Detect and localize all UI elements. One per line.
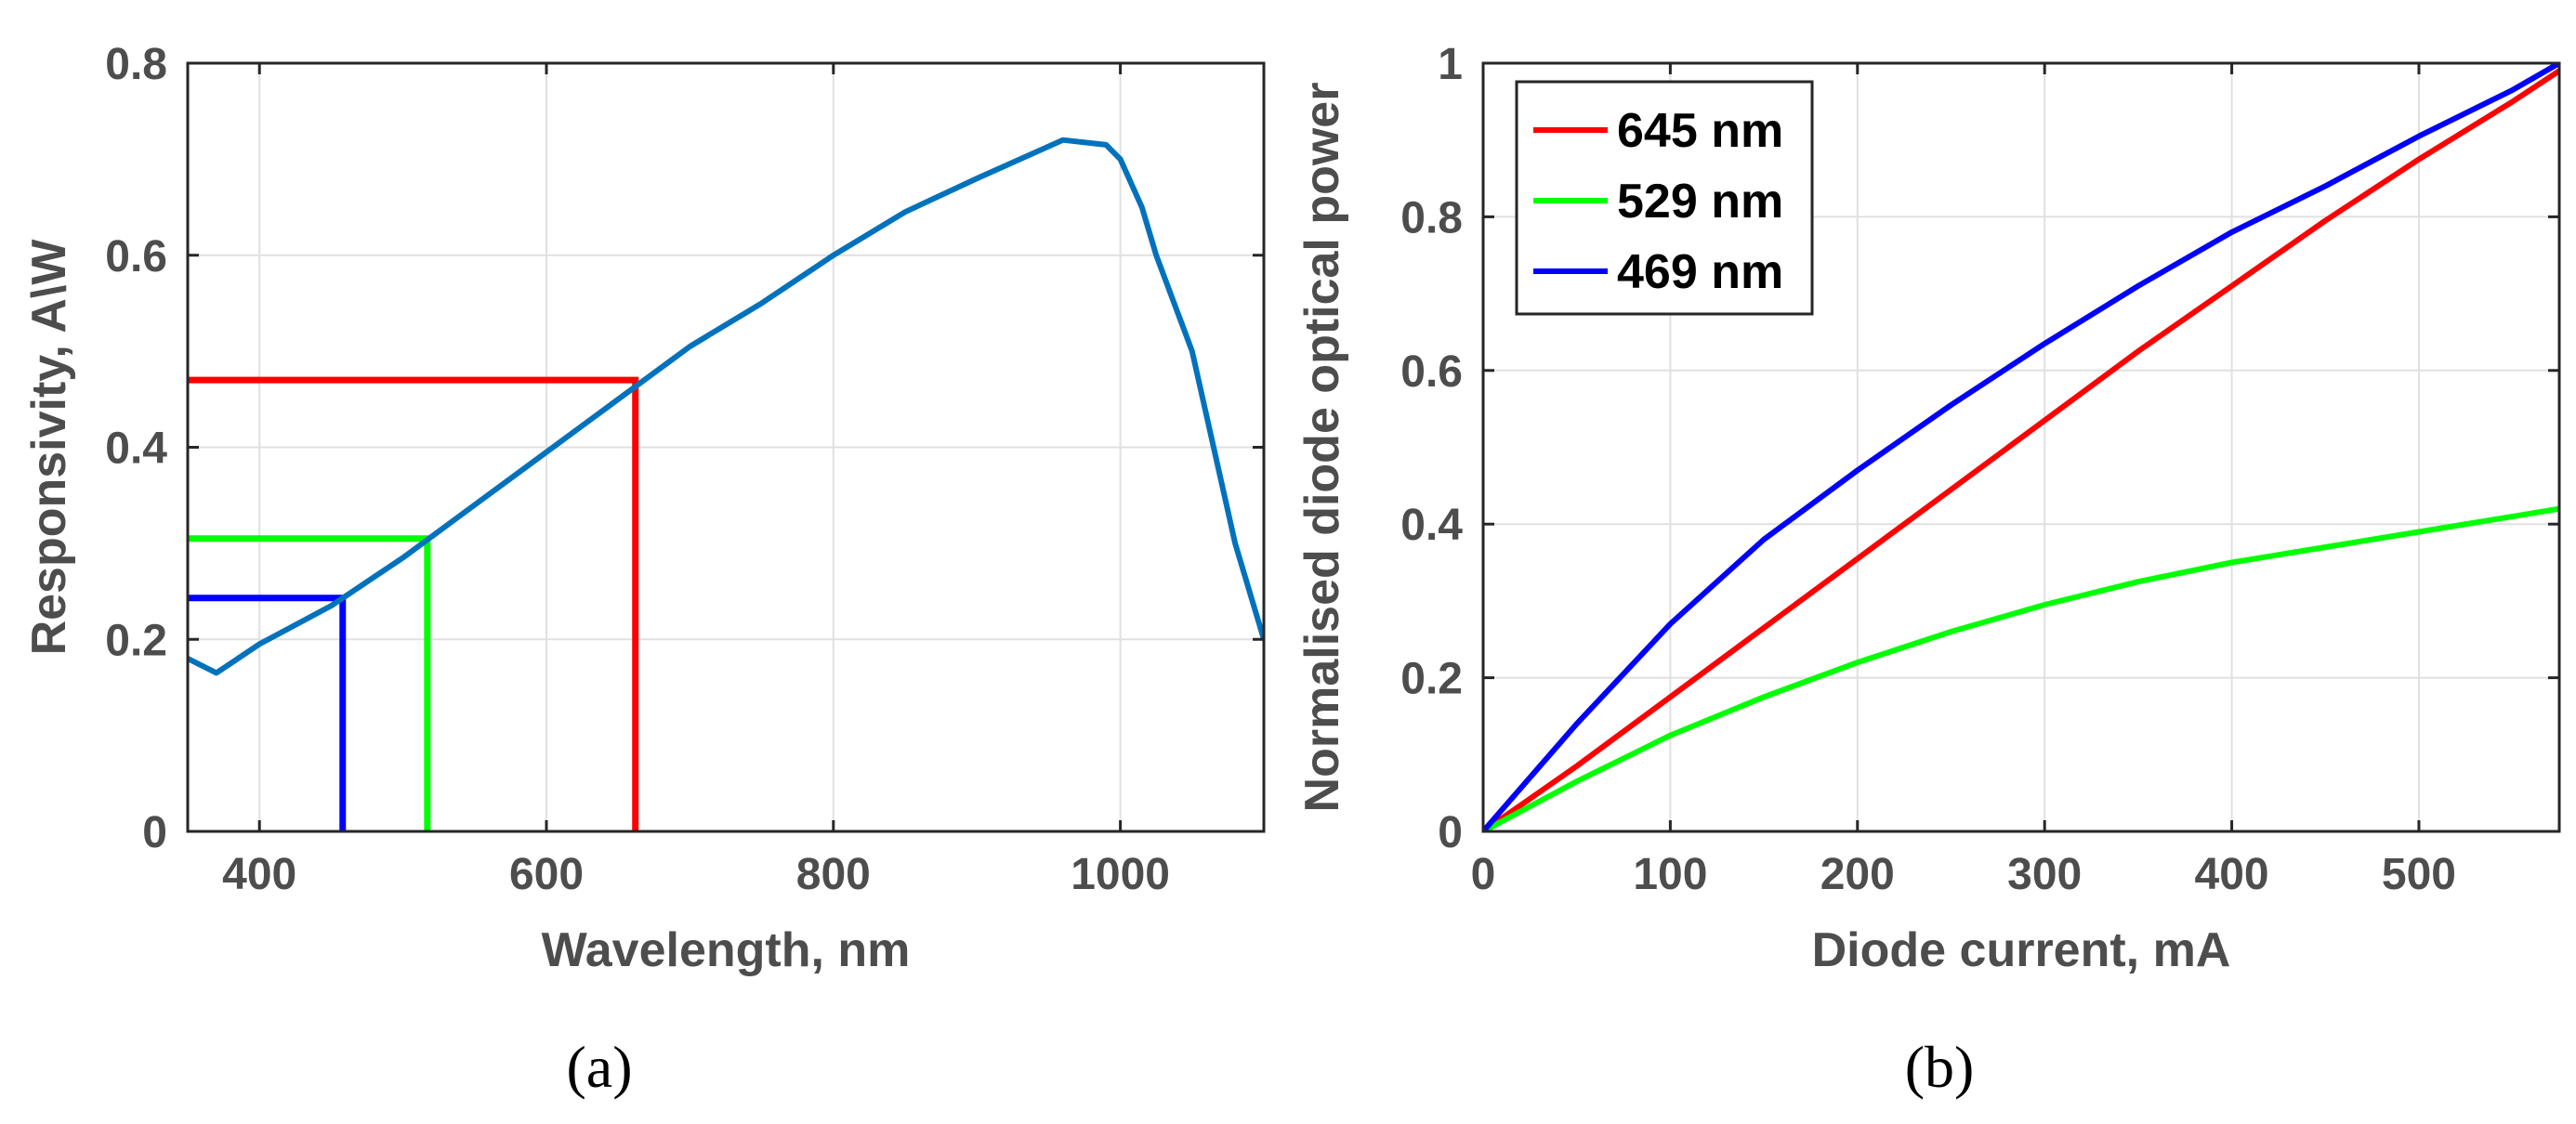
series-line-469-nm — [1483, 63, 2559, 831]
x-tick-label: 400 — [222, 850, 296, 899]
y-axis-title: Responsivity, A\W — [22, 239, 76, 656]
y-tick-label: 0.4 — [1400, 501, 1463, 550]
y-tick-label: 0.6 — [1400, 347, 1463, 397]
y-tick-label: 0.8 — [105, 40, 167, 89]
y-tick-label: 0.8 — [1400, 193, 1463, 242]
series-line-responsivity — [188, 137, 1264, 676]
y-tick-label: 0 — [142, 808, 167, 857]
y-tick-label: 0.2 — [105, 616, 167, 665]
x-tick-label: 400 — [2195, 850, 2269, 899]
y-tick-label: 0 — [1438, 808, 1463, 857]
x-tick-label: 300 — [2007, 850, 2082, 899]
y-tick-label: 0.2 — [1400, 655, 1463, 704]
marker-line-645-nm — [188, 376, 639, 831]
legend-label: 469 nm — [1617, 245, 1783, 299]
x-axis-title: Wavelength, nm — [542, 923, 911, 977]
legend-label: 529 nm — [1617, 175, 1783, 229]
x-tick-label: 200 — [1820, 850, 1895, 899]
x-tick-label: 600 — [509, 850, 584, 899]
legend-label: 645 nm — [1617, 104, 1783, 158]
y-axis-title: Normalised diode optical power — [1295, 83, 1349, 813]
x-tick-label: 1000 — [1071, 850, 1170, 899]
x-axis-title: Diode current, mA — [1812, 923, 2231, 977]
x-tick-label: 500 — [2382, 850, 2456, 899]
y-tick-label: 1 — [1438, 40, 1463, 89]
panel-label: (a) — [566, 1034, 632, 1100]
y-tick-label: 0.4 — [105, 425, 167, 474]
panel-b: 0 100 200 300 400 500 0 0.2 0.4 0.6 0.8 1 Diode curr… — [1295, 40, 2561, 1100]
series-line-529-nm — [1483, 505, 2559, 831]
x-tick-label: 800 — [796, 850, 871, 899]
legend: 645 nm 529 nm 469 nm — [1515, 80, 1814, 316]
plot-frame — [1481, 61, 2561, 833]
panel-label: (b) — [1905, 1034, 1975, 1100]
panel-a: 400 600 800 1000 0 0.2 0.4 0.6 0.8 Wavelength, nm… — [22, 40, 1266, 1100]
x-tick-label: 100 — [1633, 850, 1707, 899]
x-tick-label: 0 — [1471, 850, 1496, 899]
series-line-645-nm — [1483, 68, 2559, 831]
y-tick-label: 0.6 — [105, 232, 167, 281]
